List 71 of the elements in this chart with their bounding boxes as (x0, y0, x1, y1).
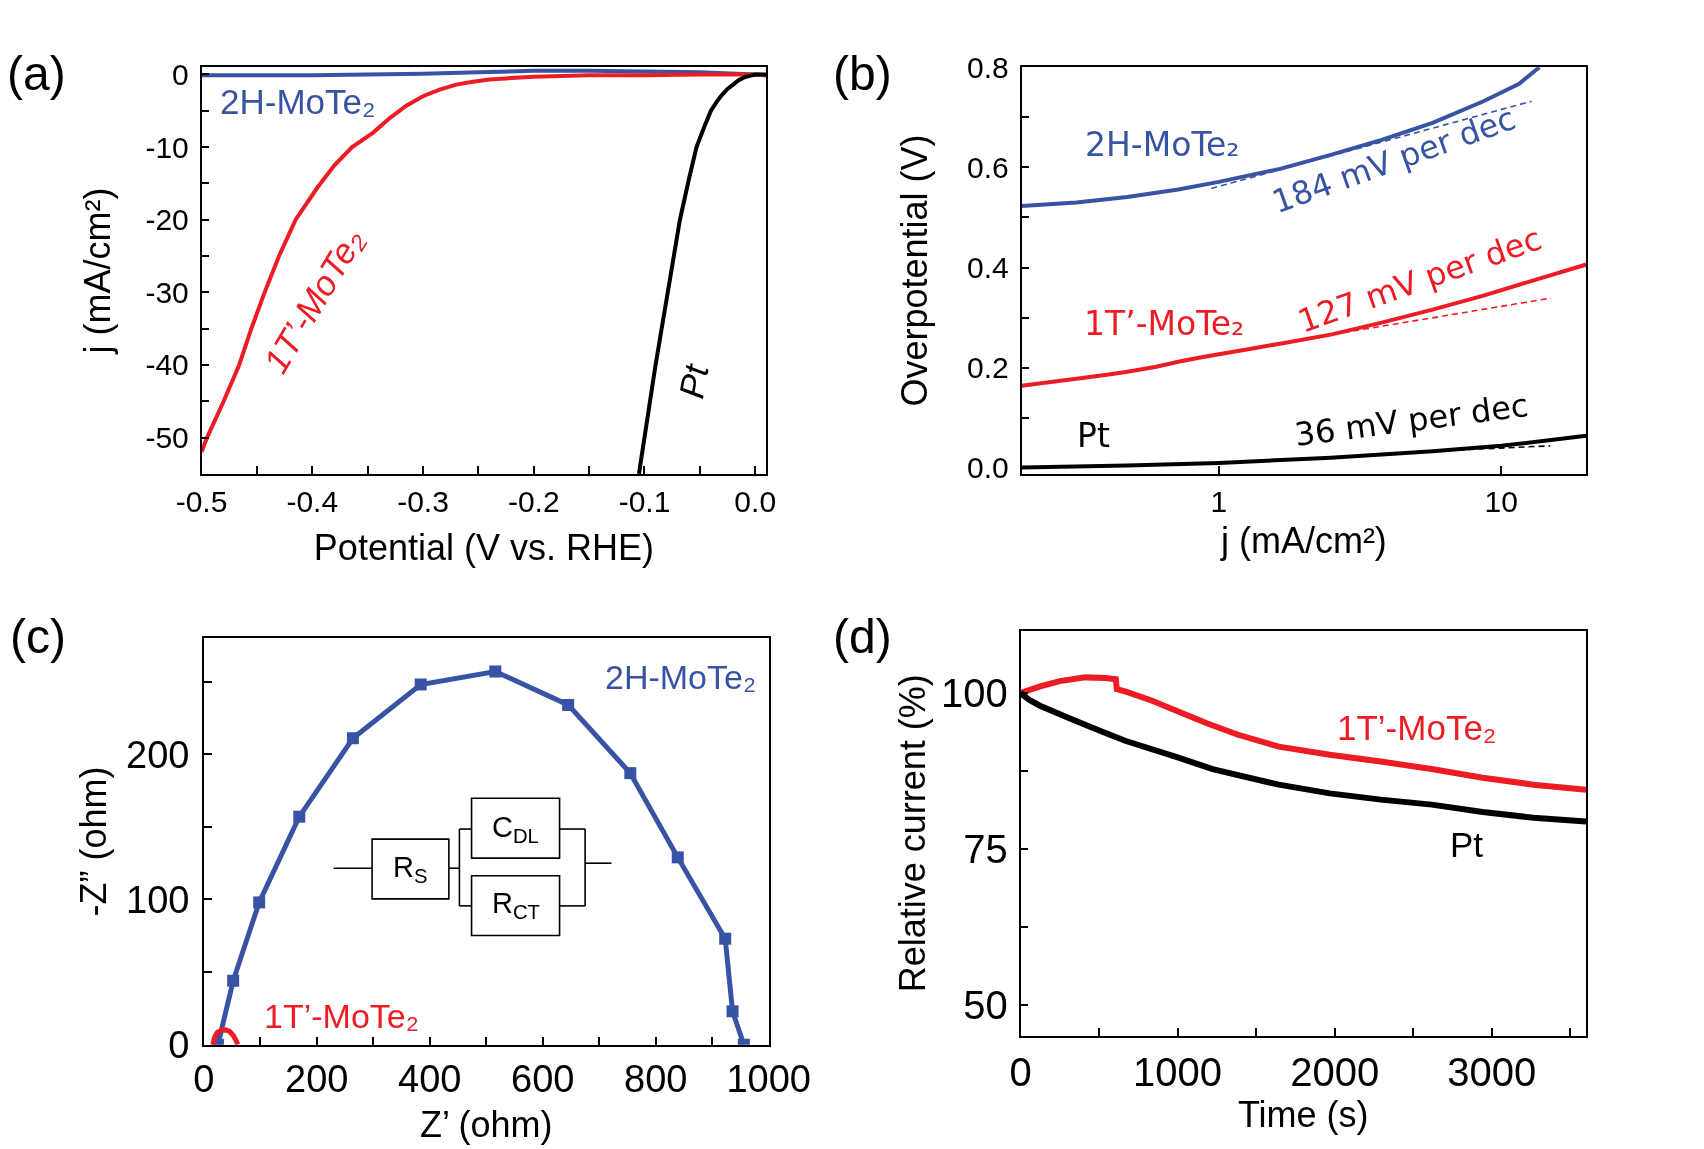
point (489, 665, 502, 678)
y-tick-label: 50 (963, 982, 1008, 1027)
y-tick-label: 75 (963, 826, 1008, 871)
y-axis-title: Overpotential (V) (894, 134, 936, 407)
y-tick-label: 0.6 (967, 150, 1009, 184)
annotation: 127 mV per dec (1292, 219, 1547, 341)
x-tick-label: 10 (1484, 484, 1518, 518)
x-axis-title: Time (s) (1237, 1093, 1369, 1135)
point (227, 974, 240, 987)
series-label: 1T’-MoTe₂ (1337, 708, 1497, 747)
annotation: 184 mV per dec (1267, 99, 1521, 222)
y-tick-label: 0.0 (967, 451, 1009, 485)
y-tick-label: 0.2 (967, 351, 1009, 385)
point (346, 732, 359, 745)
y-axis-title: j (mA/cm²) (76, 187, 118, 355)
series-label: Pt (1450, 825, 1484, 864)
point (562, 698, 575, 711)
x-tick-label: 800 (624, 1058, 688, 1101)
series-label: Pt (1077, 416, 1110, 455)
point (719, 932, 732, 945)
y-tick-label: -20 (145, 203, 189, 237)
y-tick-label: -50 (145, 421, 189, 455)
x-tick-label: -0.2 (507, 484, 560, 518)
y-tick-label: -30 (145, 275, 189, 309)
series-label: 2H-MoTe₂ (605, 658, 757, 696)
y-tick-label: 100 (941, 670, 1008, 715)
x-tick-label: -0.3 (397, 484, 449, 518)
annotation: R$_{CT}$ (492, 887, 540, 924)
chart-title: (d) (833, 610, 892, 663)
chart-title: (b) (833, 47, 892, 100)
point (726, 1005, 739, 1018)
x-tick-label: -0.4 (286, 484, 339, 518)
chart-title: (c) (10, 610, 66, 663)
x-tick-label: 0.0 (734, 484, 777, 518)
y-tick-label: -10 (145, 130, 189, 164)
y-tick-label: 200 (126, 733, 190, 776)
x-tick-label: 200 (285, 1058, 349, 1101)
x-axis-title: j (mA/cm²) (1219, 519, 1387, 561)
x-tick-label: 600 (511, 1058, 575, 1101)
y-tick-label: 0.8 (967, 50, 1009, 84)
y-tick-label: 0.4 (967, 251, 1009, 285)
x-tick-label: 1 (1210, 484, 1228, 518)
x-tick-label: -0.5 (175, 484, 228, 518)
y-axis-title: -Z” (ohm) (73, 766, 115, 917)
line-series (201, 72, 767, 455)
text: Pt (671, 360, 716, 402)
x-tick-label: 400 (398, 1058, 462, 1101)
y-tick-label: 0 (172, 57, 189, 91)
series-label: 2H-MoTe₂ (1085, 125, 1240, 164)
point (671, 851, 684, 864)
x-tick-label: -0.1 (618, 484, 671, 518)
annotation: C$_{DL}$ (492, 811, 539, 848)
x-axis-title: Potential (V vs. RHE) (313, 526, 654, 568)
annotation: 36 mV per dec (1292, 386, 1531, 455)
x-tick-label: 1000 (726, 1058, 811, 1101)
series-label: 2H-MoTe₂ (220, 82, 376, 121)
x-tick-label: 2000 (1290, 1049, 1380, 1094)
point (293, 810, 306, 823)
y-axis-title: Relative current (%) (892, 674, 934, 993)
series-label: 1T’-MoTe₂ (1084, 304, 1245, 343)
chart-title: (a) (7, 47, 66, 100)
x-axis-title: Z’ (ohm) (419, 1104, 553, 1146)
point (414, 678, 427, 691)
y-tick-label: 100 (126, 878, 190, 921)
x-tick-label: 1000 (1133, 1049, 1223, 1094)
y-tick-label: -40 (145, 348, 189, 382)
point (624, 767, 637, 780)
x-tick-label: 3000 (1447, 1049, 1537, 1094)
series-label: 1T’-MoTe₂ (264, 997, 419, 1035)
point (253, 896, 266, 909)
annotation: R$_{S}$ (393, 851, 428, 888)
